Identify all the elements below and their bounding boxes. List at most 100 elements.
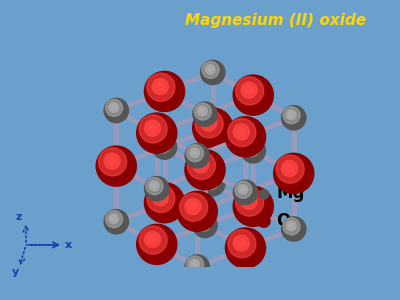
Circle shape bbox=[233, 186, 273, 226]
Circle shape bbox=[246, 143, 256, 153]
Circle shape bbox=[196, 160, 204, 168]
Circle shape bbox=[205, 176, 215, 186]
Circle shape bbox=[192, 261, 197, 266]
Circle shape bbox=[193, 213, 217, 238]
Circle shape bbox=[185, 255, 209, 279]
Circle shape bbox=[233, 180, 258, 205]
Circle shape bbox=[189, 202, 197, 210]
Circle shape bbox=[186, 256, 204, 273]
Circle shape bbox=[144, 183, 184, 223]
Circle shape bbox=[237, 128, 245, 136]
Circle shape bbox=[139, 115, 167, 143]
Circle shape bbox=[282, 217, 306, 241]
Circle shape bbox=[186, 145, 204, 162]
Text: y: y bbox=[12, 267, 19, 277]
Circle shape bbox=[193, 157, 209, 173]
Text: ●: ● bbox=[256, 212, 272, 230]
Circle shape bbox=[96, 146, 136, 186]
Circle shape bbox=[144, 120, 160, 136]
Circle shape bbox=[204, 119, 212, 127]
Circle shape bbox=[156, 193, 164, 201]
Circle shape bbox=[195, 110, 223, 138]
Circle shape bbox=[159, 141, 164, 146]
Circle shape bbox=[238, 184, 248, 194]
Circle shape bbox=[137, 113, 177, 153]
Circle shape bbox=[148, 124, 156, 132]
Circle shape bbox=[282, 106, 306, 130]
Circle shape bbox=[283, 107, 300, 124]
Circle shape bbox=[194, 214, 211, 231]
Circle shape bbox=[201, 172, 225, 196]
Circle shape bbox=[245, 197, 253, 205]
Circle shape bbox=[144, 231, 160, 248]
Circle shape bbox=[228, 230, 256, 258]
Circle shape bbox=[190, 259, 200, 269]
Circle shape bbox=[200, 115, 216, 131]
Circle shape bbox=[154, 136, 171, 153]
Circle shape bbox=[185, 144, 209, 168]
Circle shape bbox=[200, 109, 205, 113]
Circle shape bbox=[208, 67, 212, 72]
Circle shape bbox=[276, 155, 304, 183]
Circle shape bbox=[194, 103, 211, 120]
Circle shape bbox=[148, 235, 156, 243]
Circle shape bbox=[228, 118, 256, 147]
Circle shape bbox=[235, 181, 252, 198]
Circle shape bbox=[144, 71, 184, 112]
Circle shape bbox=[288, 223, 293, 228]
Circle shape bbox=[202, 172, 219, 190]
Circle shape bbox=[201, 60, 225, 85]
Text: Magnesium (II) oxide: Magnesium (II) oxide bbox=[185, 13, 367, 28]
Circle shape bbox=[152, 79, 168, 94]
Circle shape bbox=[237, 238, 245, 247]
Circle shape bbox=[152, 190, 168, 206]
Circle shape bbox=[99, 148, 127, 176]
Circle shape bbox=[147, 73, 175, 101]
Circle shape bbox=[147, 184, 175, 212]
Text: z: z bbox=[16, 212, 22, 222]
Circle shape bbox=[137, 224, 177, 264]
Circle shape bbox=[226, 117, 266, 157]
Circle shape bbox=[177, 191, 217, 232]
Circle shape bbox=[285, 164, 293, 172]
Circle shape bbox=[236, 77, 264, 105]
Circle shape bbox=[233, 235, 249, 251]
Text: x: x bbox=[65, 240, 72, 250]
Circle shape bbox=[180, 193, 208, 221]
Circle shape bbox=[245, 86, 253, 94]
Circle shape bbox=[108, 157, 116, 165]
Circle shape bbox=[248, 145, 253, 150]
Circle shape bbox=[233, 75, 273, 115]
Circle shape bbox=[274, 153, 314, 194]
Circle shape bbox=[139, 226, 167, 254]
Circle shape bbox=[198, 218, 207, 227]
Circle shape bbox=[241, 194, 257, 209]
Circle shape bbox=[185, 150, 225, 190]
Circle shape bbox=[152, 183, 156, 188]
Text: Mg: Mg bbox=[276, 184, 305, 202]
Circle shape bbox=[282, 160, 298, 176]
Circle shape bbox=[144, 177, 169, 201]
Circle shape bbox=[202, 61, 219, 78]
Circle shape bbox=[242, 140, 260, 157]
Circle shape bbox=[286, 221, 296, 231]
Circle shape bbox=[236, 188, 264, 216]
Circle shape bbox=[240, 187, 245, 192]
Circle shape bbox=[241, 82, 257, 98]
Circle shape bbox=[198, 106, 207, 116]
Circle shape bbox=[193, 108, 233, 148]
Circle shape bbox=[111, 216, 116, 221]
Circle shape bbox=[104, 209, 128, 234]
Circle shape bbox=[109, 214, 118, 224]
Circle shape bbox=[226, 228, 266, 268]
Circle shape bbox=[208, 178, 212, 183]
Circle shape bbox=[283, 218, 300, 235]
Circle shape bbox=[190, 148, 200, 158]
Circle shape bbox=[185, 199, 201, 214]
Circle shape bbox=[286, 110, 296, 120]
Circle shape bbox=[193, 102, 217, 126]
Circle shape bbox=[156, 82, 164, 90]
Circle shape bbox=[104, 98, 128, 123]
Circle shape bbox=[233, 124, 249, 140]
Text: ●: ● bbox=[258, 186, 270, 200]
